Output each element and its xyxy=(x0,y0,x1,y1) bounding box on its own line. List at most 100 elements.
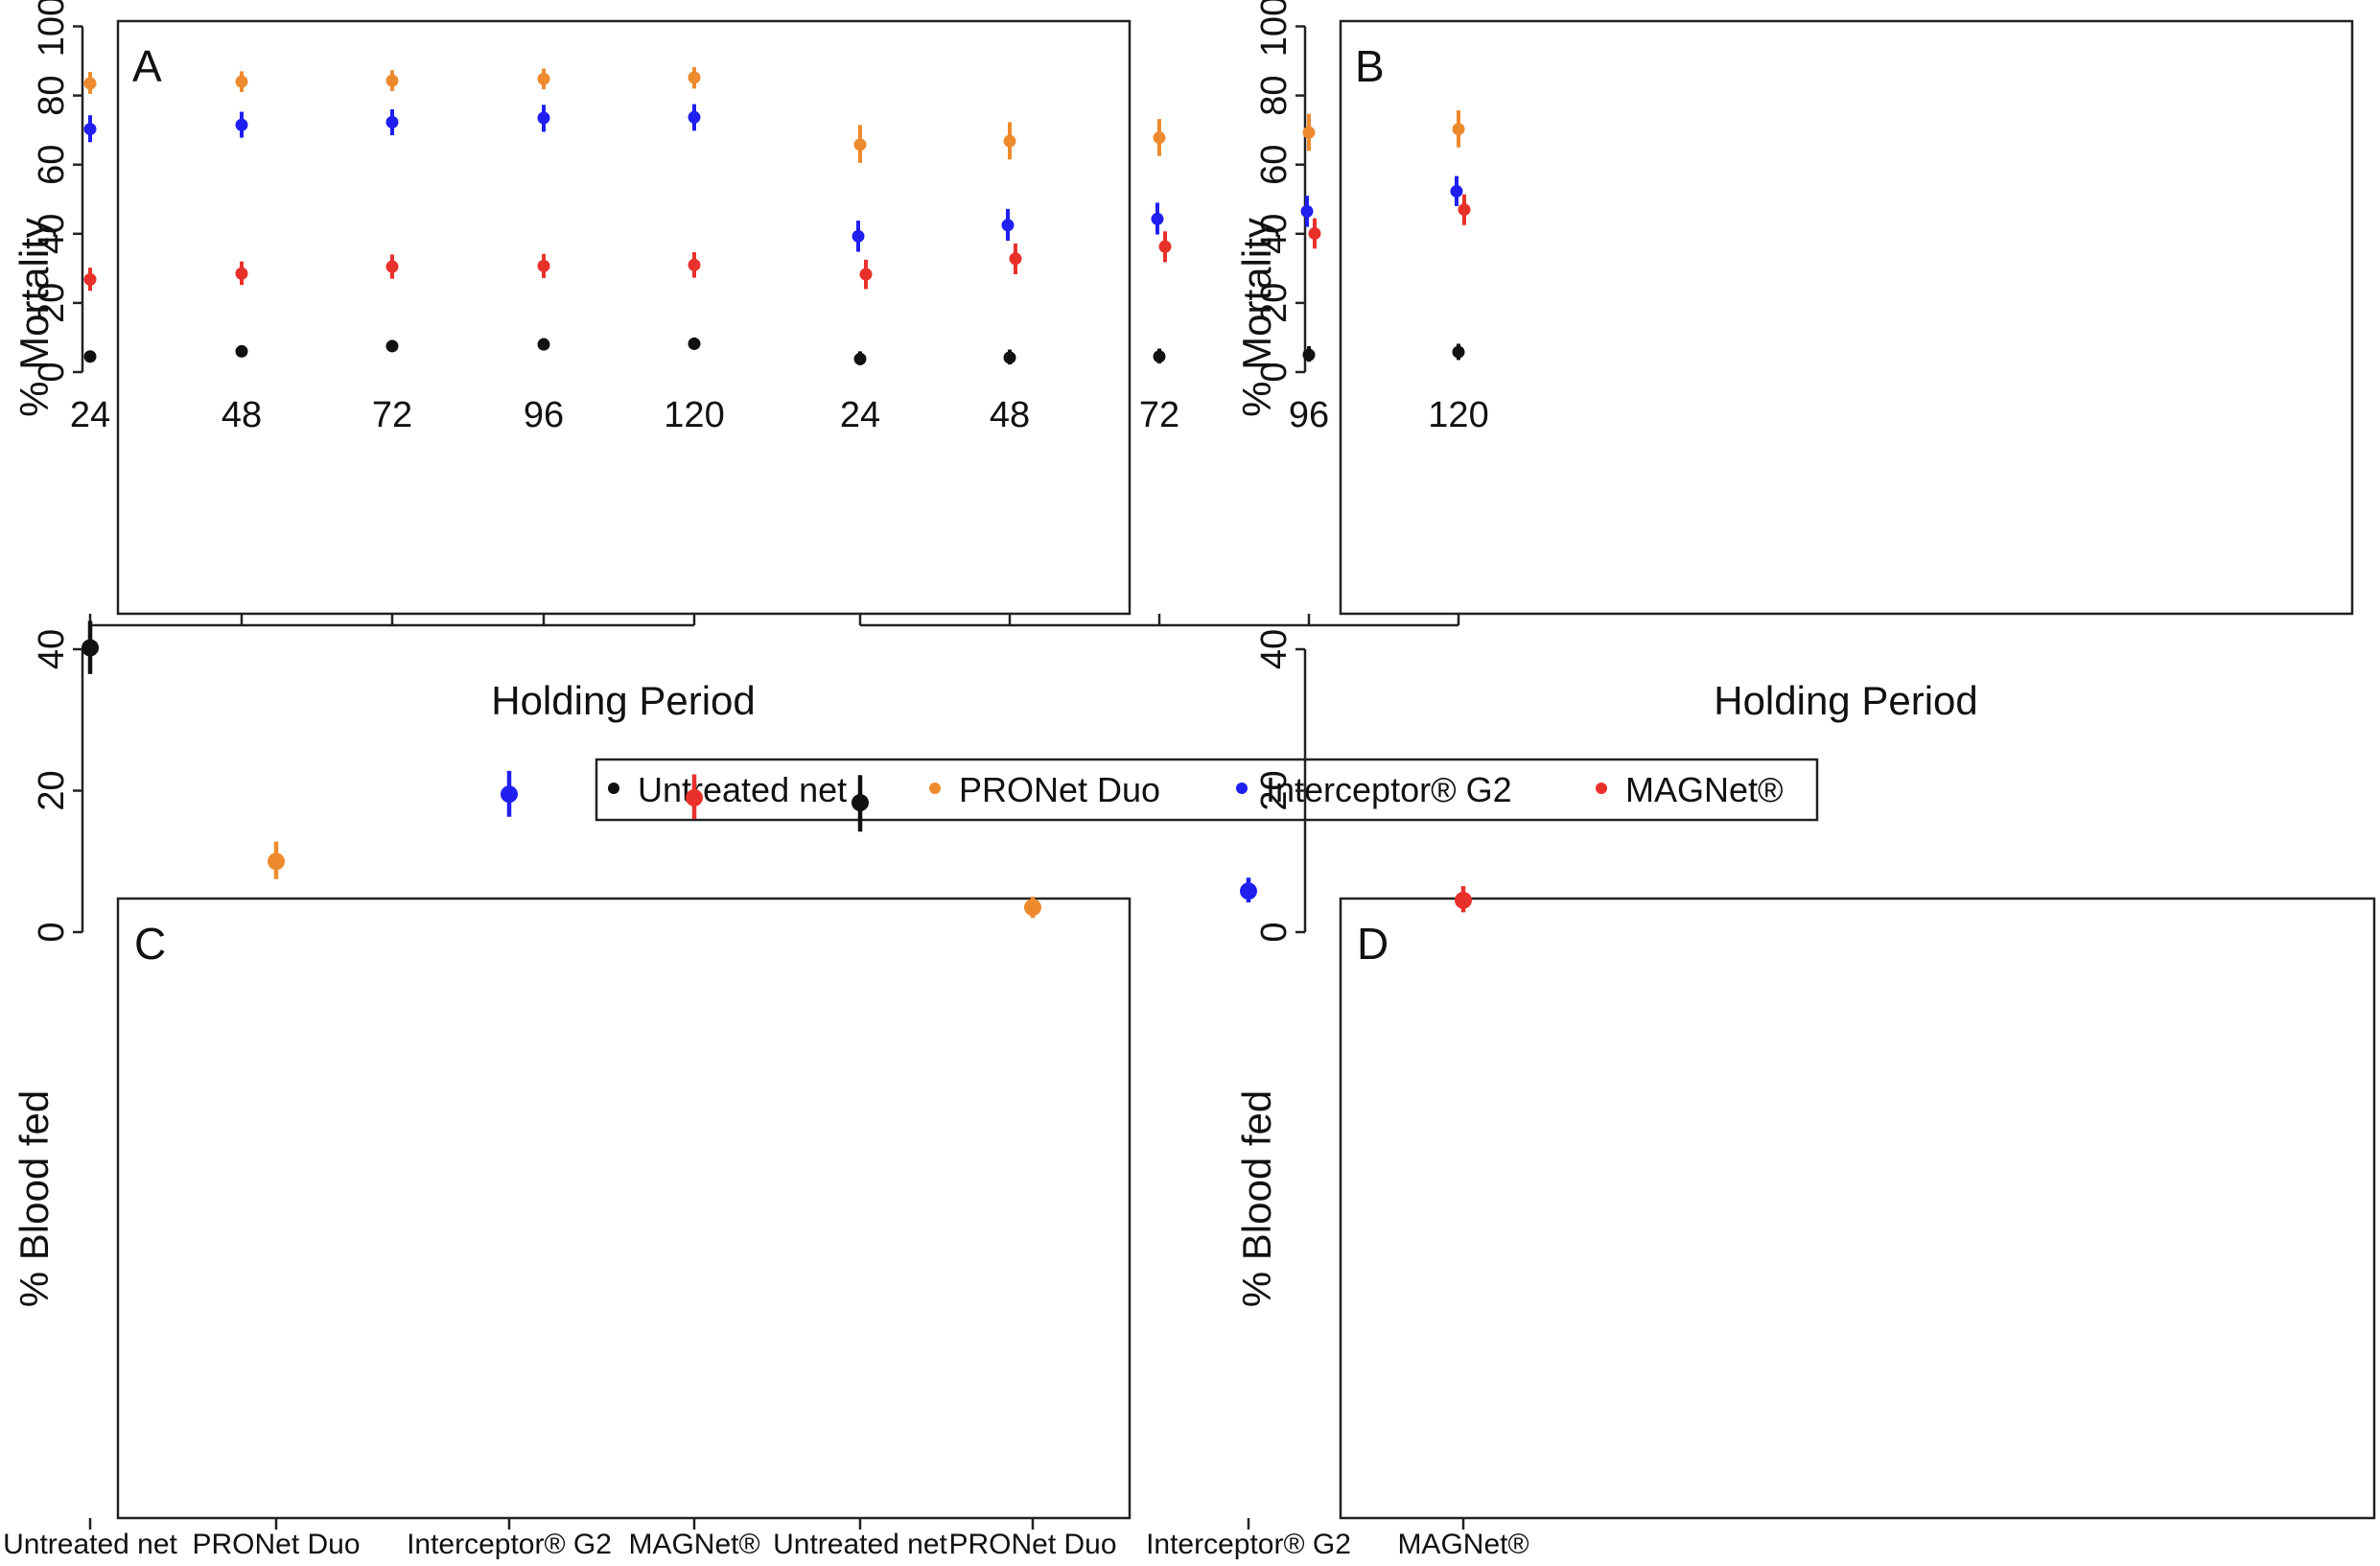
panel-d-letter: D xyxy=(1357,919,1388,969)
panel-c-ylabel: % Blood fed xyxy=(12,1090,57,1308)
panel-b-xlabel: Holding Period xyxy=(1714,678,1978,723)
panel-a-interceptor-g2-120-point xyxy=(688,110,701,124)
panel-a-untreated-net-96-point xyxy=(537,338,550,351)
panel-a-y-tick-label: 80 xyxy=(32,75,72,115)
panel-b-interceptor-g2-96-point xyxy=(1300,204,1314,218)
panel-b-untreated-net-72-point xyxy=(1153,350,1166,363)
panel-d-x-tick-label: Interceptor® G2 xyxy=(1146,1529,1351,1560)
panel-a-pronet-duo-72-point xyxy=(385,74,399,87)
legend-marker-interceptor xyxy=(1236,783,1248,794)
panel-c-points xyxy=(82,620,703,879)
panel-b-y-tick-label: 40 xyxy=(1254,214,1295,254)
panel-b-pronet-duo-24-point xyxy=(853,138,867,152)
panel-a-x-tick-label: 96 xyxy=(524,395,564,435)
panel-a-xlabel: Holding Period xyxy=(491,678,756,723)
panel-a-ylabel: % Mortality xyxy=(12,218,57,417)
legend-box xyxy=(595,758,1819,822)
panel-a-points xyxy=(83,67,701,363)
panel-a-interceptor-g2-96-point xyxy=(537,111,550,125)
panel-a-y-tick-label: 100 xyxy=(32,0,72,57)
panel-b-untreated-net-96-point xyxy=(1302,348,1316,362)
panel-b-pronet-duo-48-point xyxy=(1003,134,1016,148)
panel-d-x-tick-label: MAGNet® xyxy=(1397,1529,1528,1560)
panel-d-interceptor-g2-point xyxy=(1240,882,1257,900)
panel-c-y-tick-label: 0 xyxy=(32,922,72,942)
panel-a-untreated-net-48-point xyxy=(235,344,248,358)
panel-b-letter: B xyxy=(1355,41,1385,91)
panel-c-x-tick-label: Untreated net xyxy=(3,1529,177,1560)
panel-b-magnet-24-point xyxy=(859,268,873,281)
panel-a-magnet-48-point xyxy=(235,267,248,280)
panel-a-magnet-24-point xyxy=(83,272,97,286)
panel-a-untreated-net-72-point xyxy=(385,339,399,353)
panel-a-pronet-duo-48-point xyxy=(235,75,248,88)
legend-label-pronet: PRONet Duo xyxy=(959,770,1160,809)
panel-c-y-tick-label: 20 xyxy=(32,770,72,810)
panel-b-magnet-72-point xyxy=(1158,240,1172,253)
panel-d-ylabel: % Blood fed xyxy=(1234,1090,1279,1308)
legend-label-interceptor: Interceptor® G2 xyxy=(1266,770,1512,809)
legend-marker-pronet xyxy=(929,783,941,794)
panel-c-y-tick-label: 40 xyxy=(32,629,72,669)
panel-a: A Holding Period % Mortality 0 20 40 60 80 10… xyxy=(12,0,1132,723)
panel-a-magnet-120-point xyxy=(688,258,701,271)
panel-a-untreated-net-24-point xyxy=(83,350,97,363)
panel-a-interceptor-g2-48-point xyxy=(235,118,248,131)
panel-a-magnet-72-point xyxy=(385,260,399,273)
panel-c-pronet-duo-point xyxy=(268,853,285,871)
panel-c-x-tick-label: PRONet Duo xyxy=(192,1529,360,1560)
panel-c-x-tick-label: Interceptor® G2 xyxy=(407,1529,612,1560)
panel-a-y-tick-label: 40 xyxy=(32,214,72,254)
panel-a-pronet-duo-24-point xyxy=(83,77,97,90)
panel-a-magnet-96-point xyxy=(537,259,550,272)
panel-b-pronet-duo-96-point xyxy=(1302,126,1316,139)
panel-b-x-tick-label: 72 xyxy=(1139,395,1179,435)
panel-d-y-tick-label: 20 xyxy=(1254,770,1295,810)
legend-marker-magnet xyxy=(1596,783,1607,794)
panel-c-interceptor-g2-point xyxy=(501,785,518,804)
panel-b-frame xyxy=(1339,19,2354,616)
panel-d-y-tick-label: 40 xyxy=(1254,629,1295,669)
panel-d-x-tick-label: Untreated net xyxy=(773,1529,947,1560)
panel-b-y-tick-label: 20 xyxy=(1254,283,1295,323)
panel-b-x-tick-label: 24 xyxy=(840,395,880,435)
legend-label-magnet: MAGNet® xyxy=(1625,770,1784,809)
panel-b-y-tick-label: 100 xyxy=(1254,0,1295,57)
panel-b-magnet-120-point xyxy=(1458,203,1471,217)
panel-b-axes: 0 20 40 60 80 100 24 48 72 96 120 xyxy=(840,0,1489,627)
panel-a-pronet-duo-120-point xyxy=(688,71,701,84)
panel-a-y-tick-label: 0 xyxy=(32,362,72,382)
panel-b-ylabel: % Mortality xyxy=(1234,218,1279,417)
panel-b-pronet-duo-120-point xyxy=(1452,123,1465,136)
panel-a-interceptor-g2-24-point xyxy=(83,123,97,136)
panel-b-x-tick-label: 120 xyxy=(1428,395,1488,435)
panel-a-interceptor-g2-72-point xyxy=(385,115,399,129)
panel-b-x-tick-label: 96 xyxy=(1289,395,1329,435)
panel-d-points xyxy=(852,775,1472,919)
panel-b-untreated-net-24-point xyxy=(853,352,867,365)
panel-a-frame xyxy=(116,19,1132,616)
panel-b-y-tick-label: 80 xyxy=(1254,75,1295,115)
panel-d-magnet-point xyxy=(1455,891,1472,909)
panel-d-y-tick-label: 0 xyxy=(1254,922,1295,942)
panel-b-interceptor-g2-72-point xyxy=(1151,212,1164,225)
panel-a-x-tick-label: 24 xyxy=(70,395,110,435)
panel-a-pronet-duo-96-point xyxy=(537,72,550,85)
panel-d-x-tick-label: PRONet Duo xyxy=(948,1529,1116,1560)
panel-d-untreated-net-point xyxy=(852,794,869,812)
panel-c-untreated-net-point xyxy=(82,639,99,657)
panel-a-x-tick-label: 72 xyxy=(372,395,412,435)
panel-b-interceptor-g2-120-point xyxy=(1450,184,1463,198)
panel-b-points xyxy=(852,110,1471,365)
panel-a-axes: 0 20 40 60 80 100 24 48 72 96 120 xyxy=(32,0,725,627)
panel-c-x-tick-label: MAGNet® xyxy=(628,1529,759,1560)
panel-a-x-tick-label: 48 xyxy=(222,395,262,435)
legend-label-untreated: Untreated net xyxy=(638,770,847,809)
legend: Untreated net PRONet Duo Interceptor® G2… xyxy=(595,758,1819,822)
panel-b-interceptor-g2-24-point xyxy=(852,229,865,243)
panel-b: B Holding Period % Mortality 0 20 40 60 80 10… xyxy=(840,0,2354,723)
